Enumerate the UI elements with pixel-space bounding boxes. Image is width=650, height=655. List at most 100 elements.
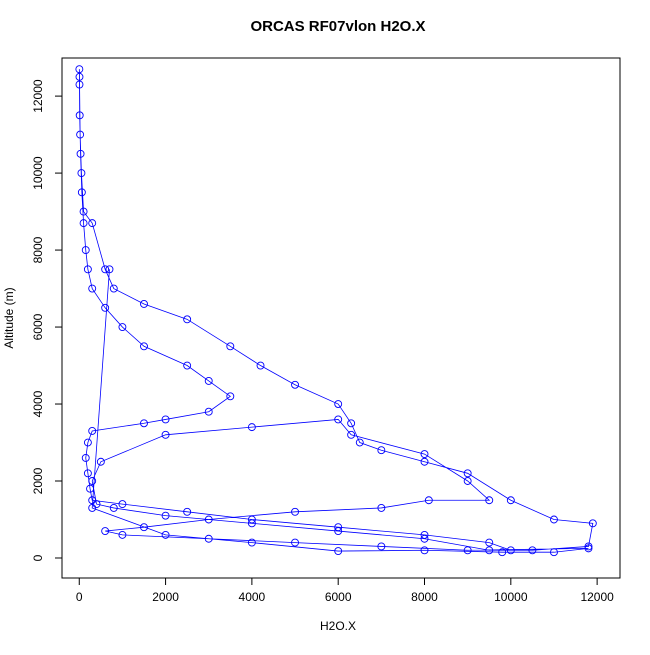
y-tick-label: 2000 [31, 467, 45, 494]
data-point [81, 246, 90, 255]
data-point [204, 515, 213, 524]
data-point [96, 457, 105, 466]
data-point [463, 546, 472, 555]
y-tick-label: 12000 [31, 79, 45, 113]
data-point [88, 427, 97, 435]
data-point [75, 80, 84, 89]
y-tick-label: 8000 [31, 236, 45, 263]
data-point [347, 430, 356, 439]
data-point [81, 453, 90, 462]
data-point [291, 507, 299, 516]
data-point [485, 546, 494, 555]
x-tick-label: 2000 [152, 590, 179, 604]
data-point [79, 207, 88, 216]
x-tick-label: 0 [76, 590, 83, 604]
data-point [161, 530, 170, 539]
data-point [83, 469, 92, 478]
data-point [334, 523, 343, 532]
data-point [463, 469, 472, 478]
data-point [76, 149, 85, 158]
data-point [109, 503, 118, 512]
data-point [256, 361, 265, 370]
data-point [118, 500, 127, 509]
data-point [377, 503, 386, 512]
data-point [183, 507, 192, 516]
data-point [183, 315, 192, 324]
data-point [377, 542, 386, 551]
data-point [75, 65, 84, 74]
x-tick-label: 10000 [494, 590, 528, 604]
data-point [79, 219, 88, 228]
data-line [78, 69, 594, 553]
data-point [76, 130, 85, 139]
chart-title: ORCAS RF07vlon H2O.X [250, 18, 425, 35]
data-point [424, 496, 433, 505]
data-point [334, 547, 343, 556]
data-point [247, 519, 256, 528]
data-point [161, 430, 170, 439]
data-point [77, 188, 86, 197]
data-point [140, 419, 148, 428]
data-point [485, 538, 494, 547]
data-point [88, 284, 97, 293]
data-point [140, 300, 148, 308]
data-point [420, 457, 429, 466]
data-point [77, 169, 86, 178]
data-point [226, 342, 235, 351]
data-point [420, 450, 429, 459]
data-point [334, 415, 343, 424]
data-point [498, 548, 507, 557]
data-point [377, 446, 386, 455]
data-point [105, 265, 114, 274]
x-tick-label: 4000 [239, 590, 266, 604]
data-point [247, 515, 256, 524]
x-axis-label: H2O.X [320, 619, 356, 633]
data-point [118, 323, 127, 331]
data-point [291, 380, 299, 389]
y-tick-label: 6000 [31, 313, 45, 340]
data-point [183, 361, 192, 370]
data-point [506, 496, 515, 505]
y-axis-label: Altitude (m) [2, 287, 16, 348]
data-point [291, 538, 299, 547]
data-point [88, 477, 97, 485]
data-point [101, 265, 110, 274]
data-point [75, 111, 84, 120]
data-point [347, 419, 356, 428]
data-point [101, 527, 110, 535]
y-tick-label: 10000 [31, 156, 45, 190]
x-tick-label: 8000 [411, 590, 438, 604]
data-point [226, 392, 235, 401]
y-tick-label: 0 [31, 554, 45, 561]
data-point [420, 534, 429, 543]
plot-frame [61, 57, 621, 579]
data-point [247, 538, 256, 547]
data-point [204, 534, 213, 543]
x-tick-label: 6000 [325, 590, 352, 604]
data-point [584, 544, 593, 553]
data-point [83, 265, 92, 274]
data-point [420, 546, 429, 555]
y-tick-label: 4000 [31, 390, 45, 417]
data-point [334, 400, 343, 408]
x-tick-label: 12000 [580, 590, 614, 604]
data-point [75, 72, 84, 81]
data-point [140, 523, 148, 532]
data-point [420, 530, 429, 539]
data-point [355, 438, 364, 447]
data-point [334, 527, 343, 535]
data-point [161, 415, 170, 424]
data-point [247, 423, 256, 432]
data-point [506, 546, 515, 555]
data-point [528, 546, 537, 555]
data-point [101, 303, 110, 312]
data-point [86, 484, 95, 493]
data-point [584, 542, 593, 551]
data-point [161, 511, 170, 520]
data-point [550, 515, 558, 524]
data-point [88, 219, 97, 228]
data-point [204, 376, 213, 385]
data-point [588, 519, 597, 528]
data-point [118, 530, 127, 539]
